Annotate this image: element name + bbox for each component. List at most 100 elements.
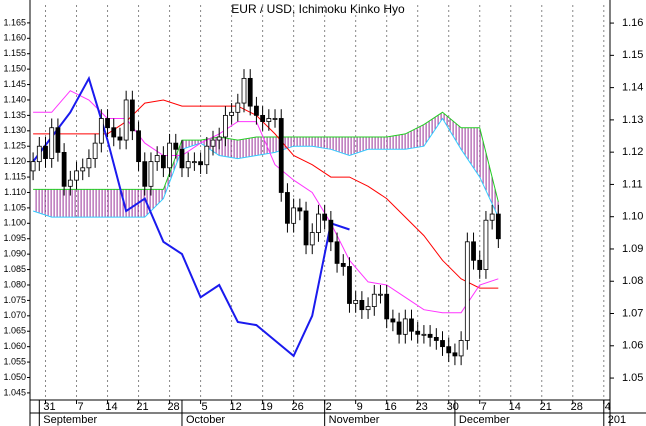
x-tick-label: 7 [481, 401, 487, 413]
y-tick-label: 1.120 [3, 156, 26, 166]
y2-tick-label: 1.10 [622, 211, 643, 223]
candle-body [223, 114, 228, 138]
candle-body [483, 219, 489, 270]
x-tick-label: 12 [229, 401, 241, 413]
candle-body [55, 127, 61, 153]
y2-tick-label: 1.11 [622, 178, 643, 190]
candle-body [36, 145, 42, 163]
candle-body [123, 99, 129, 141]
candle-body [396, 321, 402, 335]
candle-body [179, 148, 185, 169]
candle-body [359, 300, 365, 311]
y-tick-label: 1.045 [3, 387, 26, 397]
candle-body [353, 300, 359, 304]
candle-body [86, 158, 92, 169]
x-tick-label: 7 [77, 401, 83, 413]
candle-body [260, 114, 266, 122]
candle-body [303, 210, 309, 246]
y2-tick-label: 1.15 [622, 49, 643, 61]
candle-body [309, 232, 315, 246]
y2-tick-label: 1.12 [622, 146, 643, 158]
candle-body [291, 207, 297, 224]
y-tick-label: 1.090 [3, 249, 26, 259]
month-label: December [459, 414, 510, 426]
x-tick-label: 16 [385, 401, 397, 413]
candle-body [198, 161, 203, 166]
x-tick-label: 5 [202, 401, 208, 413]
candle-body [440, 340, 445, 348]
y-tick-label: 1.060 [3, 341, 26, 351]
candle-body [43, 145, 48, 159]
candle-body [74, 170, 79, 181]
candle-body [173, 142, 179, 150]
x-tick-label: 2 [326, 401, 332, 413]
line [33, 90, 499, 314]
y2-tick-label: 1.16 [622, 17, 643, 29]
candle-body [458, 340, 464, 357]
y-tick-label: 1.105 [3, 202, 26, 212]
candle-body [402, 318, 408, 335]
candle-body [92, 142, 98, 159]
line [32, 75, 350, 358]
candle-body [278, 118, 284, 193]
month-label: September [43, 414, 97, 426]
y-tick-label: 1.130 [3, 125, 26, 135]
candle-body [427, 333, 433, 338]
y-tick-label: 1.075 [3, 295, 26, 305]
candle-body [378, 293, 383, 296]
candle-body [272, 118, 278, 120]
candle-body [235, 102, 241, 113]
y-tick-label: 1.065 [3, 326, 26, 336]
candle-body [142, 161, 148, 187]
candle-body [229, 111, 235, 116]
candle-body [390, 318, 396, 323]
y-tick-label: 1.155 [3, 48, 26, 58]
y-tick-label: 1.125 [3, 141, 26, 151]
candle-body [452, 352, 458, 357]
candle-body [49, 127, 55, 159]
y-tick-label: 1.100 [3, 218, 26, 228]
y-tick-label: 1.085 [3, 264, 26, 274]
x-tick-label: 26 [292, 401, 304, 413]
y-tick-label: 1.095 [3, 233, 26, 243]
y2-tick-label: 1.05 [622, 372, 643, 384]
candle-body [371, 293, 377, 307]
candle-body [105, 118, 110, 129]
candle-body [204, 145, 210, 166]
y-tick-label: 1.050 [3, 372, 26, 382]
candle-body [117, 136, 123, 141]
x-tick-label: 23 [416, 401, 428, 413]
candle-body [160, 155, 166, 169]
candle-body [297, 207, 303, 212]
candle-body [477, 259, 483, 270]
candle-body [347, 266, 352, 304]
candle-body [266, 118, 272, 122]
candle-body [495, 213, 501, 240]
candle-body [471, 241, 476, 261]
candle-body [421, 333, 427, 336]
x-tick-label: 4 [605, 401, 611, 413]
candle-body [254, 105, 259, 116]
candle-body [322, 213, 328, 221]
y2-tick-label: 1.09 [622, 243, 643, 255]
y-tick-label: 1.070 [3, 310, 26, 320]
y-tick-label: 1.150 [3, 64, 26, 74]
y-tick-label: 1.115 [4, 171, 26, 181]
chart-title: EUR / USD, Ichimoku Kinko Hyo [231, 2, 405, 16]
candle-body [316, 213, 321, 233]
x-tick-label: 19 [260, 401, 272, 413]
y-tick-label: 1.165 [3, 17, 26, 27]
y-tick-label: 1.145 [3, 79, 26, 89]
y2-tick-label: 1.13 [622, 114, 643, 126]
y-tick-label: 1.160 [3, 33, 26, 43]
y-tick-label: 1.135 [3, 110, 26, 120]
candle-body [241, 77, 247, 104]
candle-body [415, 330, 421, 335]
candle-body [67, 179, 73, 187]
y2-tick-label: 1.14 [622, 82, 643, 94]
y-tick-label: 1.055 [3, 356, 26, 366]
candle-body [247, 77, 253, 107]
x-tick-label: 30 [447, 401, 459, 413]
